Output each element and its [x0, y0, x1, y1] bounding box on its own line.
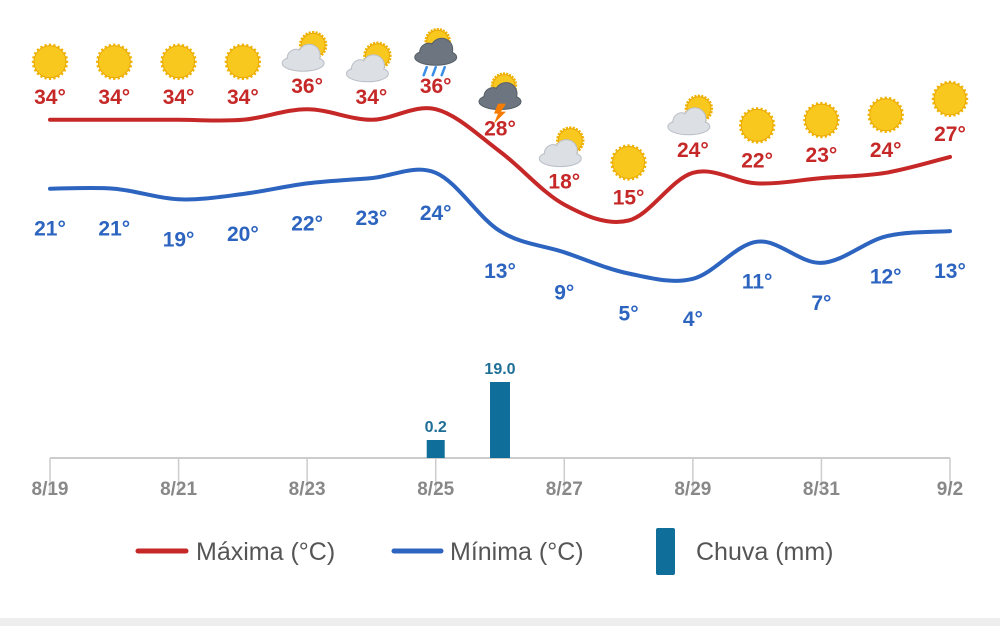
- min-temp-line: [48, 167, 952, 283]
- x-tick-label: 8/21: [160, 479, 197, 500]
- min-temp-label: 11°: [742, 271, 773, 294]
- x-tick-label: 8/31: [803, 479, 840, 500]
- min-temp-label: 13°: [934, 260, 966, 283]
- max-temp-label: 24°: [677, 139, 709, 162]
- legend-max-label: Máxima (°C): [196, 538, 335, 566]
- x-tick-label: 8/27: [546, 479, 583, 500]
- partly-cloudy-icon: [538, 126, 585, 168]
- min-temp-label: 21°: [34, 218, 66, 241]
- max-temp-label: 24°: [870, 139, 902, 162]
- min-temp-label: 21°: [98, 218, 130, 241]
- partly-cloudy-icon: [345, 41, 392, 83]
- x-tick-label: 8/19: [32, 479, 69, 500]
- legend-rain-swatch: [656, 528, 675, 575]
- max-temp-label: 36°: [291, 75, 323, 98]
- max-temp-label: 34°: [227, 86, 259, 109]
- sun-icon: [160, 43, 197, 80]
- min-temp-label: 4°: [683, 308, 703, 331]
- rain-bars: 0.2 19.0: [425, 361, 516, 458]
- weather-icons: [31, 28, 969, 181]
- min-temp-label: 12°: [870, 265, 902, 288]
- min-temp-label: 22°: [291, 212, 323, 235]
- min-temp-label: 7°: [811, 292, 831, 315]
- sun-icon: [738, 107, 776, 144]
- rain-bar: [426, 440, 445, 458]
- min-temp-label: 9°: [554, 281, 574, 304]
- x-tick-label: 8/29: [674, 479, 711, 500]
- max-temp-line: [48, 106, 952, 224]
- sun-icon: [867, 96, 904, 133]
- bottom-strip: [0, 618, 1000, 626]
- rain-value-label: 19.0: [484, 361, 515, 378]
- min-temp-label: 5°: [619, 303, 639, 326]
- rain-value-label: 0.2: [425, 419, 447, 436]
- min-temp-label: 23°: [356, 207, 388, 230]
- legend: Máxima (°C) Mínima (°C) Chuva (mm): [135, 528, 834, 575]
- sun-icon: [931, 80, 969, 118]
- thunderstorm-icon: [478, 72, 522, 124]
- min-temp-label: 13°: [484, 260, 516, 283]
- min-temp-label: 24°: [420, 202, 452, 225]
- x-tick-label: 8/25: [417, 479, 454, 500]
- sun-icon: [224, 43, 262, 80]
- rain-cloud-icon: [414, 28, 458, 77]
- rain-bar: [490, 382, 510, 458]
- legend-min-label: Mínima (°C): [450, 538, 584, 566]
- x-tick-label: 8/23: [289, 479, 326, 500]
- partly-cloudy-icon: [667, 94, 714, 136]
- max-temp-label: 22°: [741, 149, 773, 172]
- max-temp-label: 34°: [34, 86, 66, 109]
- sun-icon: [610, 144, 647, 181]
- max-temp-label: 23°: [806, 144, 838, 167]
- max-temp-label: 34°: [356, 86, 388, 109]
- max-temp-label: 18°: [548, 171, 580, 194]
- max-temp-label: 27°: [934, 123, 966, 146]
- legend-rain-label: Chuva (mm): [696, 538, 834, 566]
- min-temp-label: 20°: [227, 223, 259, 246]
- max-temp-label: 15°: [613, 187, 645, 210]
- max-temp-label: 34°: [163, 86, 195, 109]
- max-temp-label: 34°: [98, 86, 130, 109]
- temperature-lines: [48, 106, 952, 283]
- sun-icon: [96, 43, 133, 80]
- sun-icon: [31, 43, 69, 80]
- max-temp-label: 28°: [484, 118, 516, 141]
- x-tick-label: 9/2: [937, 479, 963, 500]
- partly-cloudy-icon: [281, 31, 328, 72]
- sun-icon: [803, 101, 840, 139]
- max-temp-label: 36°: [420, 75, 452, 98]
- x-axis: 8/19 8/21 8/23 8/25 8/27 8/29 8/31 9/2: [32, 457, 963, 500]
- temperature-labels: 34° 34° 34° 34° 36° 34° 36° 28° 18° 15° 24° 22° 23° 2…: [34, 75, 966, 331]
- min-temp-label: 19°: [163, 228, 195, 251]
